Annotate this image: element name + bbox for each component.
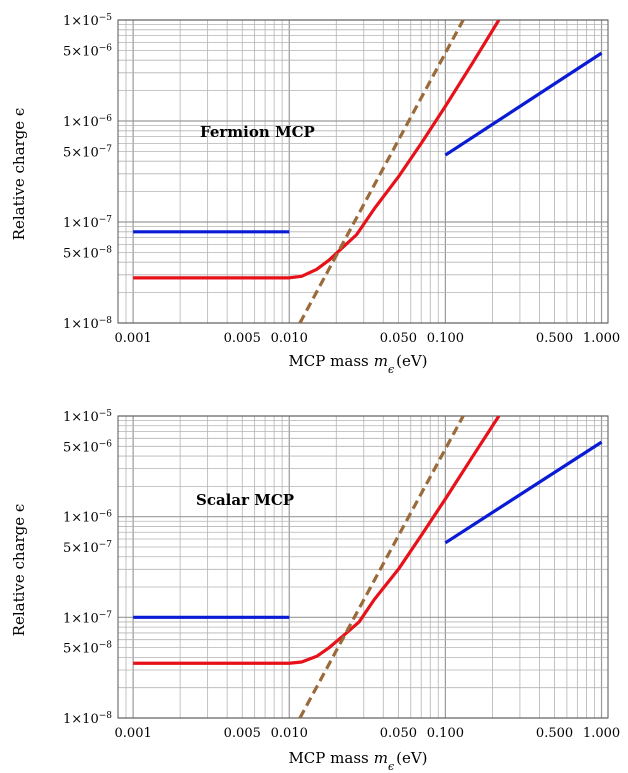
y-tick-times: ×10 xyxy=(71,410,98,425)
x-tick-label: 0.100 xyxy=(427,726,464,741)
y-tick-exponent: −6 xyxy=(99,510,113,520)
y-tick-label: 1×10−8 xyxy=(63,711,112,727)
y-tick-exponent: −6 xyxy=(99,43,113,53)
x-axis-label: MCP mass mϵ (eV) xyxy=(288,352,427,376)
x-tick-label: 1.000 xyxy=(583,331,620,346)
y-tick-mantissa: 5 xyxy=(63,541,71,556)
y-tick-exponent: −5 xyxy=(99,409,113,419)
x-axis-label: MCP mass mϵ (eV) xyxy=(288,749,427,773)
chart-panel-scalar: 0.001 0.005 0.010 0.050 0.100 0.500 1.0001×10−… xyxy=(10,409,620,773)
y-tick-times: ×10 xyxy=(71,611,98,626)
y-tick-mantissa: 1 xyxy=(63,611,71,626)
x-tick-label: 0.010 xyxy=(271,331,308,346)
y-tick-times: ×10 xyxy=(71,216,98,231)
grid xyxy=(117,415,608,719)
y-tick-label: 1×10−8 xyxy=(63,316,112,332)
series-group xyxy=(133,416,603,718)
y-tick-mantissa: 1 xyxy=(63,14,71,29)
y-tick-label: 1×10−5 xyxy=(63,13,112,29)
x-tick-label: 0.005 xyxy=(224,726,261,741)
y-tick-exponent: −7 xyxy=(99,215,113,225)
y-tick-mantissa: 1 xyxy=(63,712,71,727)
plot-frame xyxy=(117,19,609,324)
y-tick-times: ×10 xyxy=(71,115,98,130)
x-tick-label: 0.001 xyxy=(115,726,152,741)
x-axis-label-symbol: m xyxy=(374,749,388,767)
x-tick-label: 0.100 xyxy=(427,331,464,346)
y-tick-exponent: −8 xyxy=(99,641,113,651)
y-tick-mantissa: 1 xyxy=(63,216,71,231)
y-tick-exponent: −7 xyxy=(99,610,113,620)
y-tick-times: ×10 xyxy=(71,14,98,29)
y-tick-mantissa: 5 xyxy=(63,642,71,657)
y-tick-label: 5×10−7 xyxy=(63,144,112,160)
x-axis-label-subscript: ϵ xyxy=(388,760,394,773)
y-tick-label: 1×10−7 xyxy=(63,610,112,626)
x-axis-label-text: MCP mass xyxy=(288,749,368,767)
y-tick-mantissa: 5 xyxy=(63,145,71,160)
y-tick-label: 5×10−8 xyxy=(63,245,112,261)
y-tick-times: ×10 xyxy=(71,44,98,59)
y-tick-mantissa: 1 xyxy=(63,511,71,526)
x-tick-label: 0.010 xyxy=(271,726,308,741)
series-line-blue-high xyxy=(444,440,603,545)
series-group xyxy=(133,20,603,323)
y-tick-times: ×10 xyxy=(71,712,98,727)
y-tick-times: ×10 xyxy=(71,440,98,455)
y-tick-times: ×10 xyxy=(71,511,98,526)
x-tick-label: 0.001 xyxy=(115,331,152,346)
x-tick-label: 0.050 xyxy=(380,726,417,741)
y-tick-label: 1×10−6 xyxy=(63,510,112,526)
series-line-red xyxy=(133,20,501,280)
y-axis-label: Relative charge ϵ xyxy=(10,108,28,241)
y-tick-label: 5×10−6 xyxy=(63,439,112,455)
y-tick-exponent: −8 xyxy=(99,316,113,326)
x-tick-label: 0.500 xyxy=(536,726,573,741)
y-tick-mantissa: 5 xyxy=(63,246,71,261)
x-axis-label-symbol: m xyxy=(374,352,388,370)
y-tick-mantissa: 1 xyxy=(63,410,71,425)
y-tick-times: ×10 xyxy=(71,317,98,332)
y-tick-exponent: −7 xyxy=(99,144,113,154)
y-tick-mantissa: 5 xyxy=(63,440,71,455)
series-line-brown-dashed xyxy=(298,20,465,323)
chart-panel-fermion: 0.001 0.005 0.010 0.050 0.100 0.500 1.0001×10−… xyxy=(10,13,620,376)
y-tick-mantissa: 1 xyxy=(63,317,71,332)
y-tick-times: ×10 xyxy=(71,246,98,261)
y-tick-times: ×10 xyxy=(71,145,98,160)
y-tick-mantissa: 1 xyxy=(63,115,71,130)
y-tick-label: 1×10−6 xyxy=(63,114,112,130)
x-tick-label: 1.000 xyxy=(583,726,620,741)
y-tick-exponent: −8 xyxy=(99,245,113,255)
panel-annotation: Scalar MCP xyxy=(196,491,294,509)
y-tick-exponent: −8 xyxy=(99,711,113,721)
x-axis-label-unit: (eV) xyxy=(396,749,427,767)
y-tick-times: ×10 xyxy=(71,541,98,556)
series-line-brown-dashed xyxy=(298,416,465,718)
y-tick-exponent: −5 xyxy=(99,13,113,23)
series-line-red xyxy=(133,416,501,665)
x-axis-label-text: MCP mass xyxy=(288,352,368,370)
y-axis-label: Relative charge ϵ xyxy=(10,504,28,637)
x-axis-label-subscript: ϵ xyxy=(388,363,394,376)
plot-frame xyxy=(117,415,609,719)
x-tick-label: 0.050 xyxy=(380,331,417,346)
y-tick-exponent: −7 xyxy=(99,540,113,550)
x-axis-label-unit: (eV) xyxy=(396,352,427,370)
y-tick-label: 5×10−6 xyxy=(63,43,112,59)
y-tick-exponent: −6 xyxy=(99,114,113,124)
y-tick-mantissa: 5 xyxy=(63,44,71,59)
y-tick-label: 1×10−7 xyxy=(63,215,112,231)
y-tick-label: 1×10−5 xyxy=(63,409,112,425)
panel-annotation: Fermion MCP xyxy=(200,123,315,141)
y-tick-label: 5×10−8 xyxy=(63,641,112,657)
x-tick-label: 0.005 xyxy=(224,331,261,346)
y-tick-exponent: −6 xyxy=(99,439,113,449)
y-tick-times: ×10 xyxy=(71,642,98,657)
series-line-blue-high xyxy=(444,51,603,157)
y-tick-label: 5×10−7 xyxy=(63,540,112,556)
x-tick-label: 0.500 xyxy=(536,331,573,346)
